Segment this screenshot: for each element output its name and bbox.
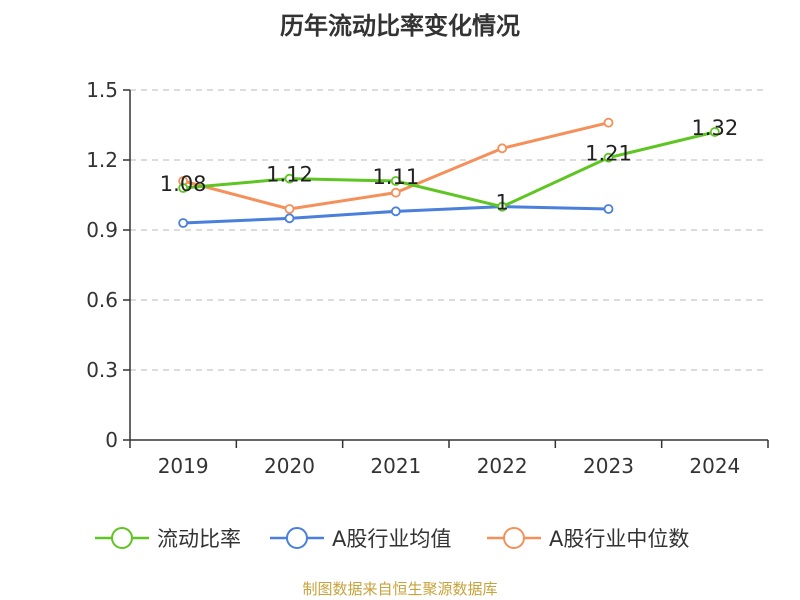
legend-label: 流动比率	[157, 527, 241, 551]
x-tick-label: 2019	[158, 454, 209, 478]
x-tick-label: 2021	[370, 454, 421, 478]
data-point	[284, 173, 295, 184]
data-point	[603, 117, 614, 128]
legend-label: A股行业中位数	[549, 527, 689, 551]
data-point	[497, 201, 508, 212]
y-tick-label: 1.2	[86, 148, 118, 172]
legend-label: A股行业均值	[332, 527, 451, 551]
x-tick-label: 2020	[264, 454, 315, 478]
x-tick-label: 2022	[477, 454, 528, 478]
legend-swatch-marker	[286, 527, 308, 549]
legend-swatch-marker	[111, 527, 133, 549]
data-point	[284, 213, 295, 224]
data-point	[284, 204, 295, 214]
y-tick-label: 0	[105, 428, 118, 452]
data-label: 1.08	[160, 172, 207, 196]
data-point	[178, 218, 189, 228]
y-tick-label: 0.9	[86, 218, 118, 242]
data-point	[603, 152, 614, 163]
y-tick-label: 0.3	[86, 358, 118, 382]
data-point	[603, 204, 614, 214]
data-label: 1	[495, 191, 508, 215]
data-label: 1.21	[585, 142, 632, 166]
data-label: 1.11	[372, 165, 419, 189]
x-tick-label: 2023	[583, 454, 634, 478]
chart-title: 历年流动比率变化情况	[280, 12, 520, 40]
data-source-note: 制图数据来自恒生聚源数据库	[302, 580, 498, 598]
data-label: 1.32	[691, 116, 738, 140]
data-point	[390, 176, 401, 186]
data-label: 1.12	[266, 163, 313, 187]
legend-swatch-marker	[503, 527, 525, 549]
y-tick-label: 0.6	[86, 288, 118, 312]
data-point	[390, 206, 401, 217]
data-point	[390, 187, 401, 198]
series-line-0	[183, 130, 716, 209]
y-tick-label: 1.5	[86, 78, 118, 102]
data-point	[709, 127, 720, 137]
data-point	[178, 183, 189, 193]
x-tick-label: 2024	[689, 454, 740, 478]
data-point	[497, 143, 508, 154]
